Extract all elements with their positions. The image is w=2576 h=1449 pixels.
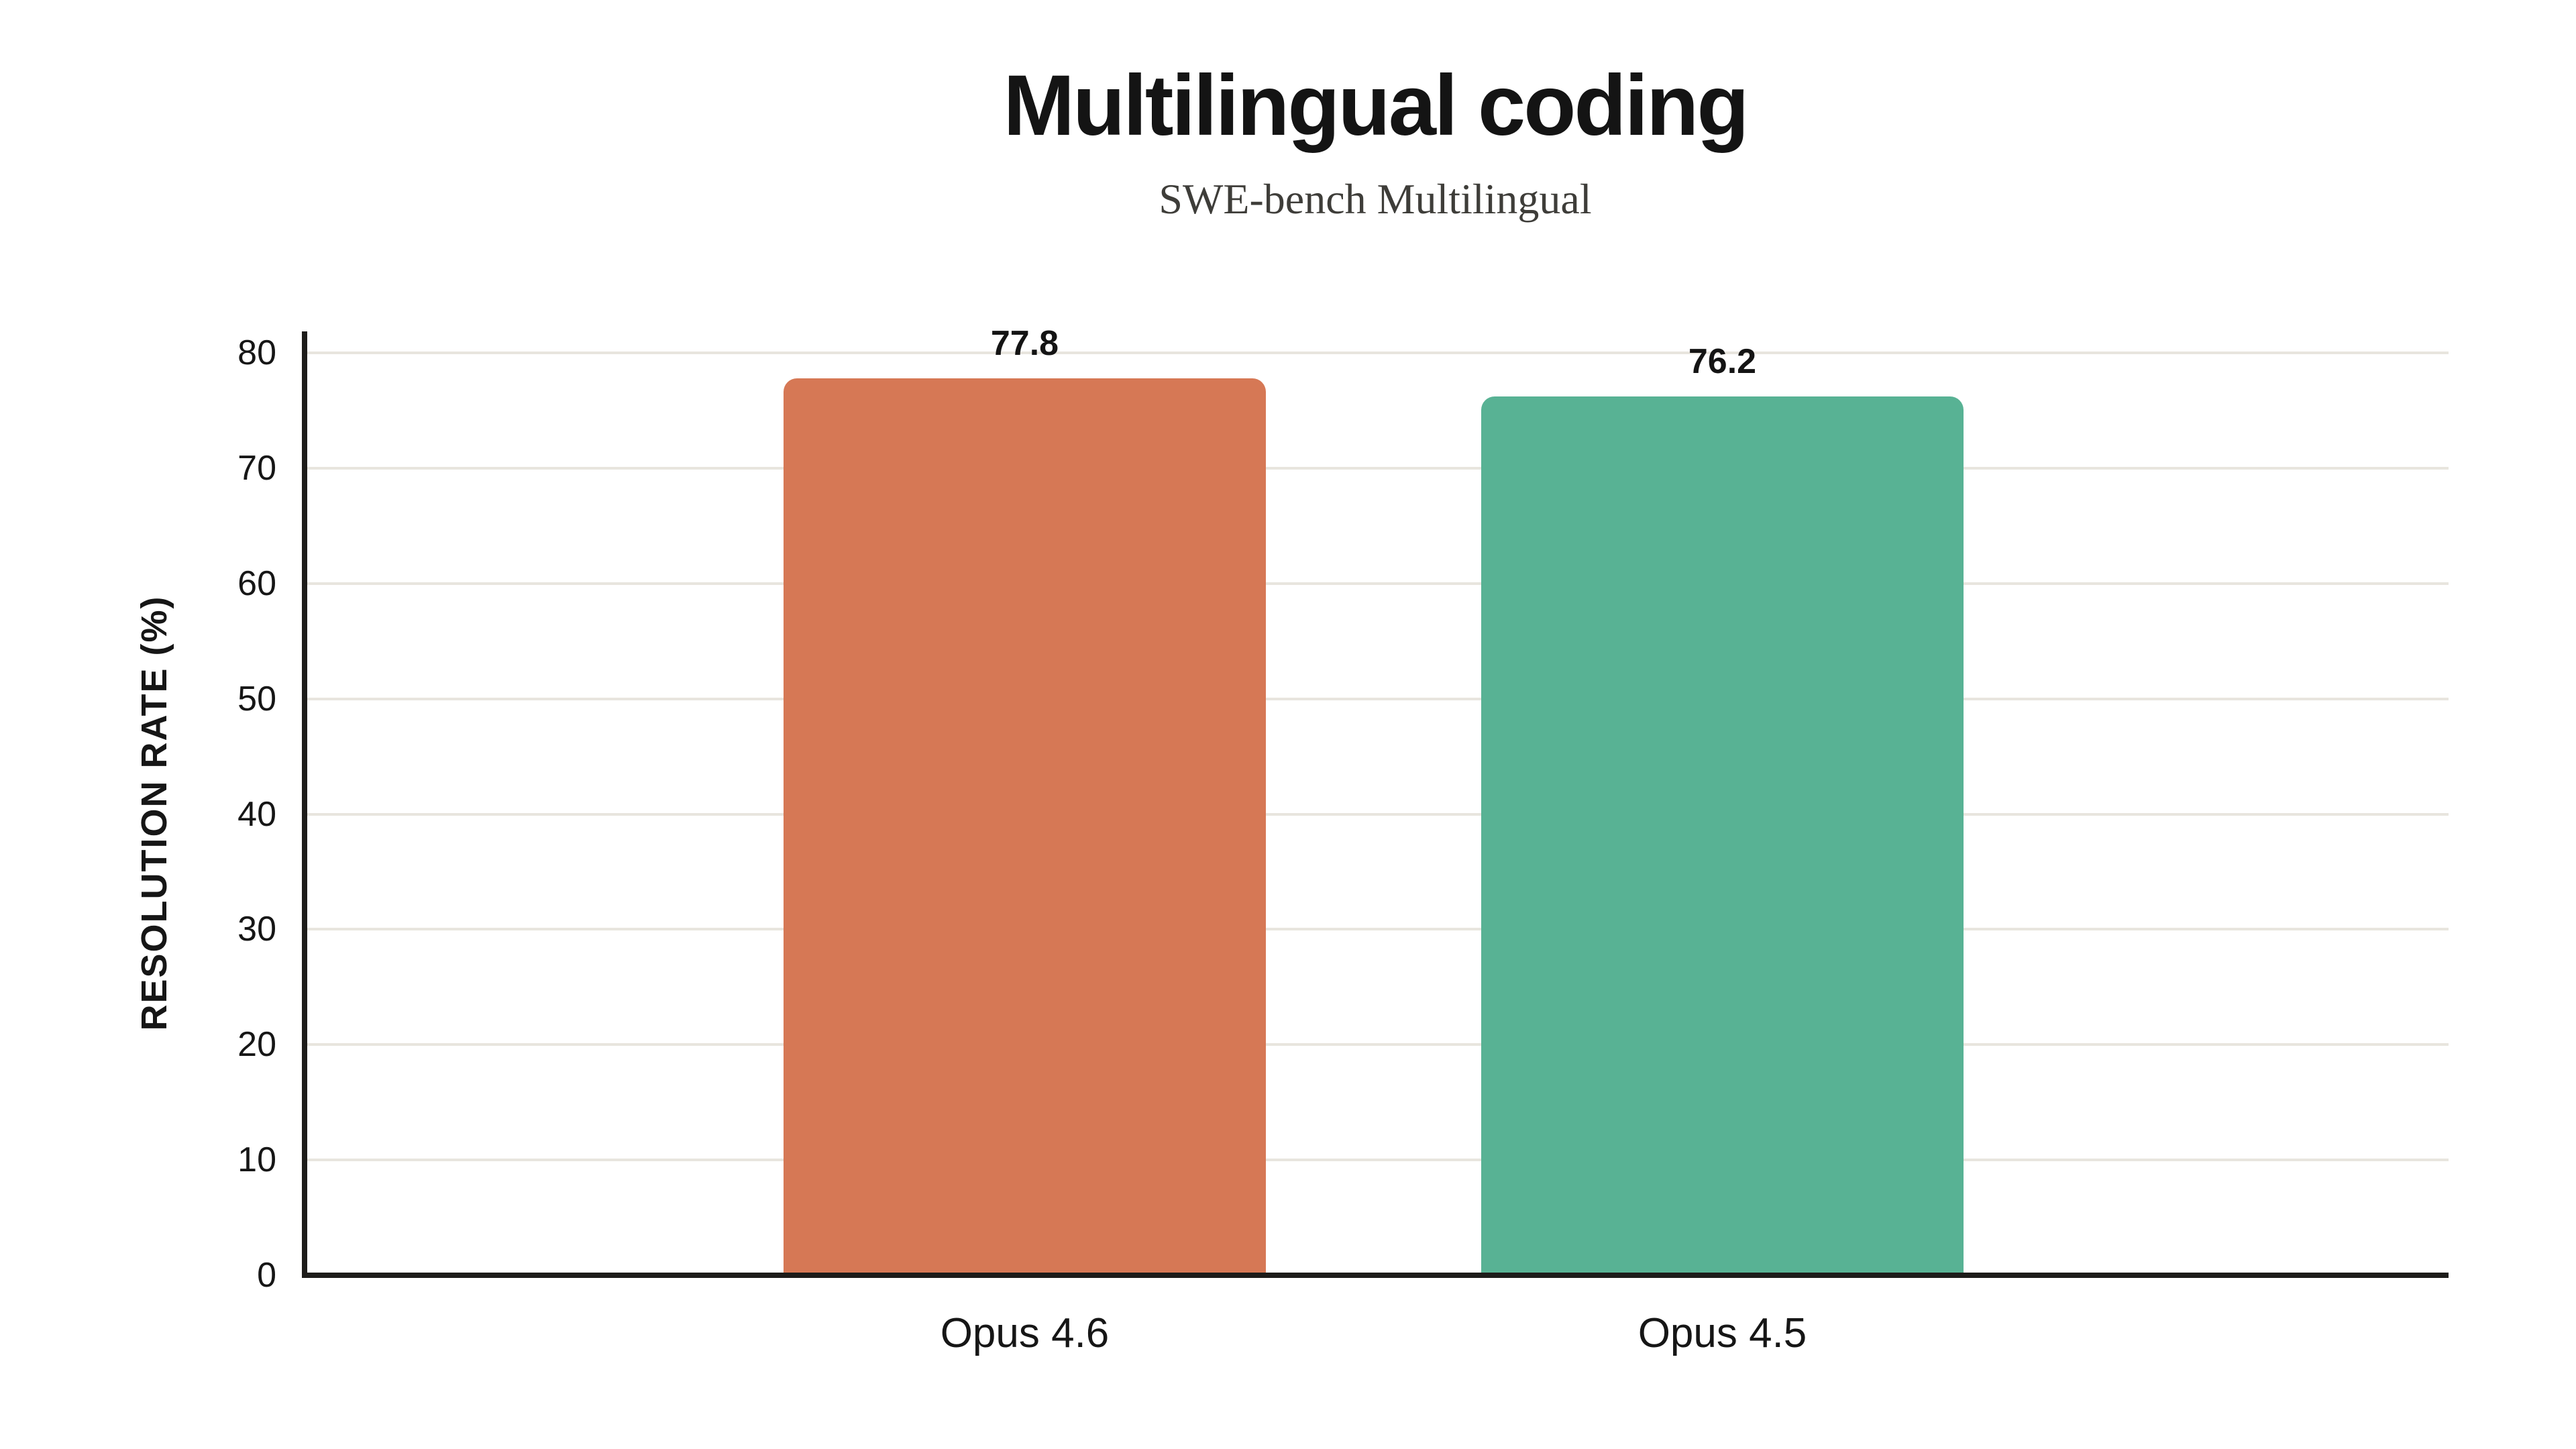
gridline-40 [307,812,2449,816]
bar-value-label-opus-4-6: 77.8 [990,323,1059,363]
y-tick-60: 60 [237,564,276,603]
gridline-70 [307,466,2449,470]
y-tick-70: 70 [237,448,276,488]
gridline-10 [307,1159,2449,1162]
y-tick-20: 20 [237,1025,276,1065]
gridline-30 [307,928,2449,931]
y-axis-line [302,331,307,1278]
x-axis-line [302,1273,2449,1278]
bar-opus-4-5 [1481,396,1964,1275]
gridline-60 [307,582,2449,585]
gridline-20 [307,1043,2449,1046]
gridline-50 [307,697,2449,700]
y-tick-50: 50 [237,679,276,718]
y-tick-80: 80 [237,333,276,372]
y-tick-40: 40 [237,794,276,834]
y-tick-30: 30 [237,910,276,949]
gridline-80 [307,352,2449,354]
x-category-label-opus-4-5: Opus 4.5 [1638,1310,1807,1356]
bar-opus-4-6 [784,378,1266,1275]
y-tick-0: 0 [257,1256,276,1295]
chart-title: Multilingual coding [1003,58,1749,154]
bar-value-label-opus-4-5: 76.2 [1688,342,1757,382]
chart-subtitle: SWE-bench Multilingual [1159,175,1592,223]
plot-area: 77.8 76.2 [307,326,2449,1277]
bar-group-opus-4-6: 77.8 [784,326,1266,1275]
y-tick-10: 10 [237,1140,276,1180]
y-axis-tick-labels: 80 70 60 50 40 30 20 10 0 [0,335,276,1293]
bar-group-opus-4-5: 76.2 [1481,344,1964,1275]
x-category-label-opus-4-6: Opus 4.6 [940,1310,1110,1356]
